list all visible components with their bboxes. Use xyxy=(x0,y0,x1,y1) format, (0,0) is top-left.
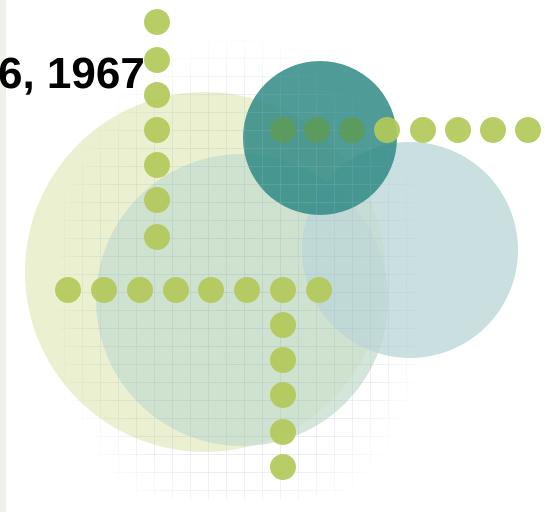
title: 6, 1967 xyxy=(0,49,145,98)
page: 6, 1967 (() => { const data = JSON.parse… xyxy=(0,0,545,512)
dots-on-dark xyxy=(270,117,365,143)
grid-pattern xyxy=(60,30,420,500)
slide-graphic: 6, 1967 xyxy=(0,0,545,512)
